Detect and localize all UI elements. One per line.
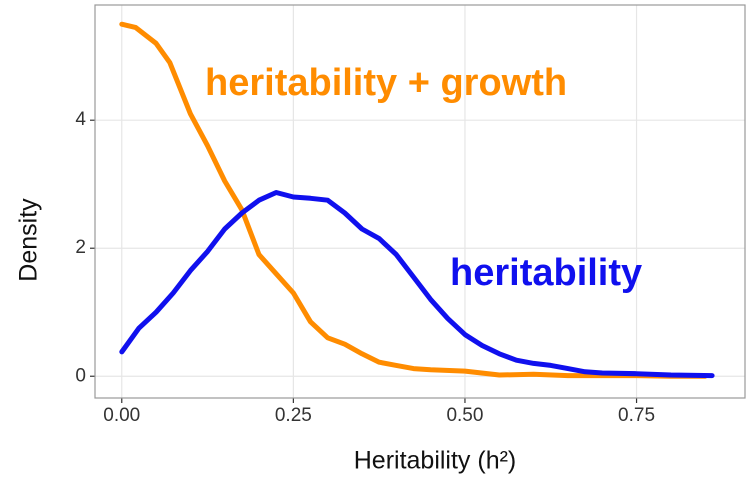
y-tick-label: 4 [75,109,86,130]
y-tick-label: 0 [75,365,86,386]
series-label: heritability [450,252,642,294]
x-tick-label: 0.75 [618,405,655,426]
plot-border [94,4,746,399]
y-tick-label: 2 [75,237,86,258]
y-axis-label: Density [15,198,43,282]
x-tick-label: 0.25 [275,405,312,426]
series-label: heritability + growth [205,62,567,104]
x-axis-label: Heritability (h²) [354,447,517,475]
line-series [119,190,715,379]
line-series [119,21,708,379]
x-tick-label: 0.50 [446,405,483,426]
x-tick-label: 0.00 [103,405,140,426]
